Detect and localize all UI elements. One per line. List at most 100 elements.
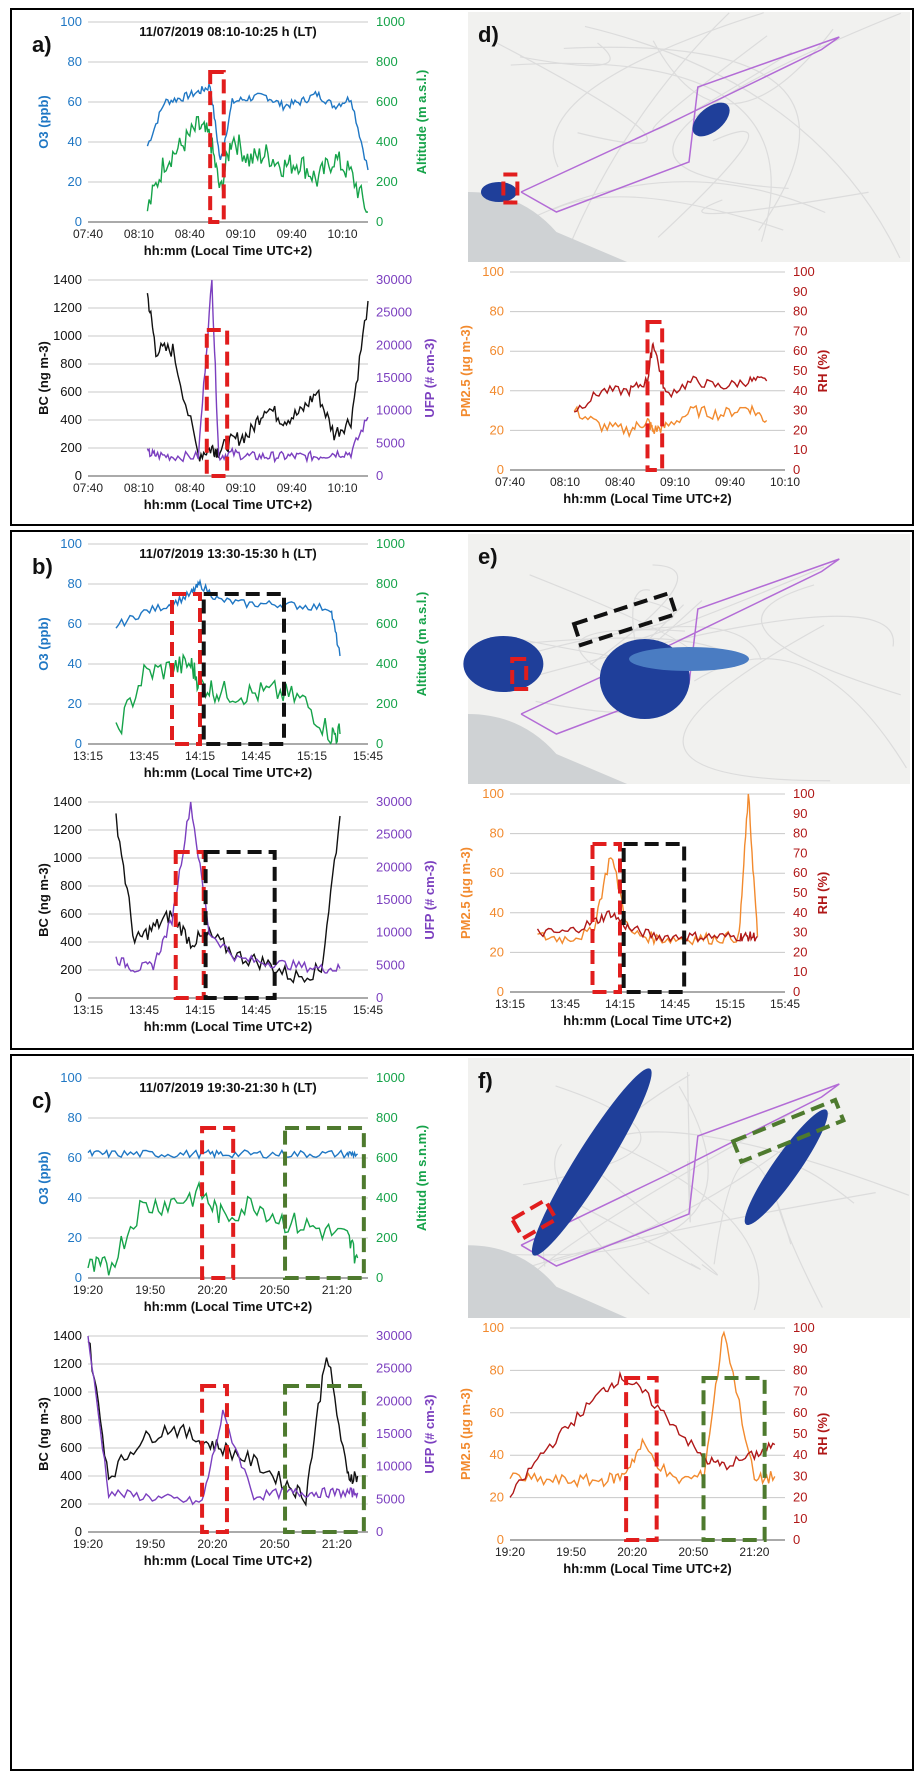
right-axis-title: RH (%) — [815, 1413, 830, 1456]
x-tick-label: 20:20 — [197, 1537, 227, 1551]
map-road — [760, 584, 901, 696]
x-tick-label: 13:15 — [495, 997, 525, 1011]
x-tick-label: 14:15 — [605, 997, 635, 1011]
series-line — [87, 1335, 359, 1506]
left-tick-label: 40 — [68, 134, 82, 149]
black-dashed-box — [203, 850, 277, 1000]
right-tick-label: 20000 — [376, 859, 412, 874]
right-tick-label: 15000 — [376, 892, 412, 907]
left-tick-label: 1000 — [53, 328, 82, 343]
map-road — [584, 25, 901, 259]
right-tick-label: 60 — [793, 343, 807, 358]
left-tick-label: 0 — [75, 214, 82, 229]
black-dashed-box — [201, 592, 287, 746]
plume — [744, 1109, 828, 1226]
right-tick-label: 20 — [793, 422, 807, 437]
map-road — [590, 564, 679, 666]
x-tick-label: 15:45 — [353, 1003, 383, 1017]
panel-row-ad — [10, 8, 914, 526]
red-dashed-box — [501, 172, 520, 205]
flight-track — [520, 558, 840, 735]
x-axis-title: hh:mm (Local Time UTC+2) — [563, 491, 731, 506]
chart-bottom-b: 0 200 400 600 800 1000 1200 1400 0 5000 10000 15000… — [36, 794, 437, 1034]
right-tick-label: 1000 — [376, 14, 405, 29]
right-tick-label: 30000 — [376, 1328, 412, 1343]
red-dashed-box — [509, 1197, 559, 1241]
right-tick-label: 70 — [793, 845, 807, 860]
series-line — [537, 793, 759, 947]
right-tick-label: 10 — [793, 442, 807, 457]
left-axis-title: PM2.5 (µg m-3) — [458, 325, 473, 417]
right-tick-label: 20 — [793, 944, 807, 959]
right-tick-label: 50 — [793, 363, 807, 378]
right-axis-title: Altitude (m a.s.l.) — [414, 592, 429, 697]
right-tick-label: 30 — [793, 925, 807, 940]
panel-letter: c) — [32, 1088, 52, 1113]
right-tick-label: 40 — [793, 905, 807, 920]
right-tick-label: 10 — [793, 1511, 807, 1526]
left-tick-label: 0 — [75, 990, 82, 1005]
left-tick-label: 0 — [75, 736, 82, 751]
x-tick-label: 14:15 — [185, 1003, 215, 1017]
chart-title: 11/07/2019 19:30-21:30 h (LT) — [139, 1080, 317, 1095]
right-tick-label: 0 — [376, 1524, 383, 1539]
x-tick-label: 13:15 — [73, 749, 103, 763]
x-tick-label: 09:40 — [277, 481, 307, 495]
x-tick-label: 09:10 — [226, 227, 256, 241]
left-axis-title: PM2.5 (µg m-3) — [458, 847, 473, 939]
map-road — [567, 12, 730, 249]
left-tick-label: 200 — [60, 962, 82, 977]
map-road — [686, 1072, 691, 1223]
left-tick-label: 60 — [68, 1150, 82, 1165]
chart-bottom-a: 0 200 400 600 800 1000 1200 1400 0 5000 10000 15000… — [36, 272, 437, 512]
map-road — [552, 12, 764, 168]
x-tick-label: 15:45 — [353, 749, 383, 763]
x-tick-label: 14:45 — [660, 997, 690, 1011]
left-tick-label: 800 — [60, 878, 82, 893]
map-road — [518, 625, 762, 660]
left-tick-label: 0 — [497, 462, 504, 477]
right-tick-label: 60 — [793, 1405, 807, 1420]
left-tick-label: 1200 — [53, 300, 82, 315]
map-sea — [468, 1245, 628, 1318]
black-dashed-box — [621, 842, 687, 994]
right-tick-label: 600 — [376, 94, 398, 109]
map-road — [563, 46, 800, 231]
chart-pm-d: 0 20 40 60 80 100 0 10 20 30 40 50 60 70 80 90 100 07:40 0… — [458, 264, 830, 506]
left-axis-title: BC (ng m-3) — [36, 1397, 51, 1471]
x-tick-label: 20:50 — [678, 1545, 708, 1559]
left-tick-label: 80 — [68, 1110, 82, 1125]
plume — [629, 647, 749, 671]
left-tick-label: 1200 — [53, 1356, 82, 1371]
right-tick-label: 100 — [793, 264, 815, 279]
x-tick-label: 19:50 — [135, 1537, 165, 1551]
x-tick-label: 19:20 — [73, 1537, 103, 1551]
left-tick-label: 60 — [68, 616, 82, 631]
right-tick-label: 30000 — [376, 272, 412, 287]
right-tick-label: 70 — [793, 323, 807, 338]
right-tick-label: 20 — [793, 1490, 807, 1505]
x-axis-title: hh:mm (Local Time UTC+2) — [144, 243, 312, 258]
chart-title: 11/07/2019 08:10-10:25 h (LT) — [139, 24, 317, 39]
left-tick-label: 20 — [490, 1490, 504, 1505]
map-road — [701, 191, 869, 215]
right-tick-label: 90 — [793, 1341, 807, 1356]
right-tick-label: 20000 — [376, 337, 412, 352]
series-line — [146, 82, 369, 171]
right-tick-label: 200 — [376, 1230, 398, 1245]
right-tick-label: 40 — [793, 1447, 807, 1462]
left-axis-title: O3 (ppb) — [36, 1151, 51, 1204]
left-tick-label: 100 — [60, 536, 82, 551]
x-tick-label: 20:50 — [260, 1283, 290, 1297]
x-tick-label: 14:15 — [185, 749, 215, 763]
x-tick-label: 20:20 — [617, 1545, 647, 1559]
x-tick-label: 19:20 — [73, 1283, 103, 1297]
x-tick-label: 15:45 — [770, 997, 800, 1011]
left-tick-label: 20 — [490, 422, 504, 437]
left-tick-label: 600 — [60, 906, 82, 921]
series-line — [115, 652, 341, 745]
left-tick-label: 1400 — [53, 1328, 82, 1343]
red-dashed-box — [624, 1376, 659, 1542]
